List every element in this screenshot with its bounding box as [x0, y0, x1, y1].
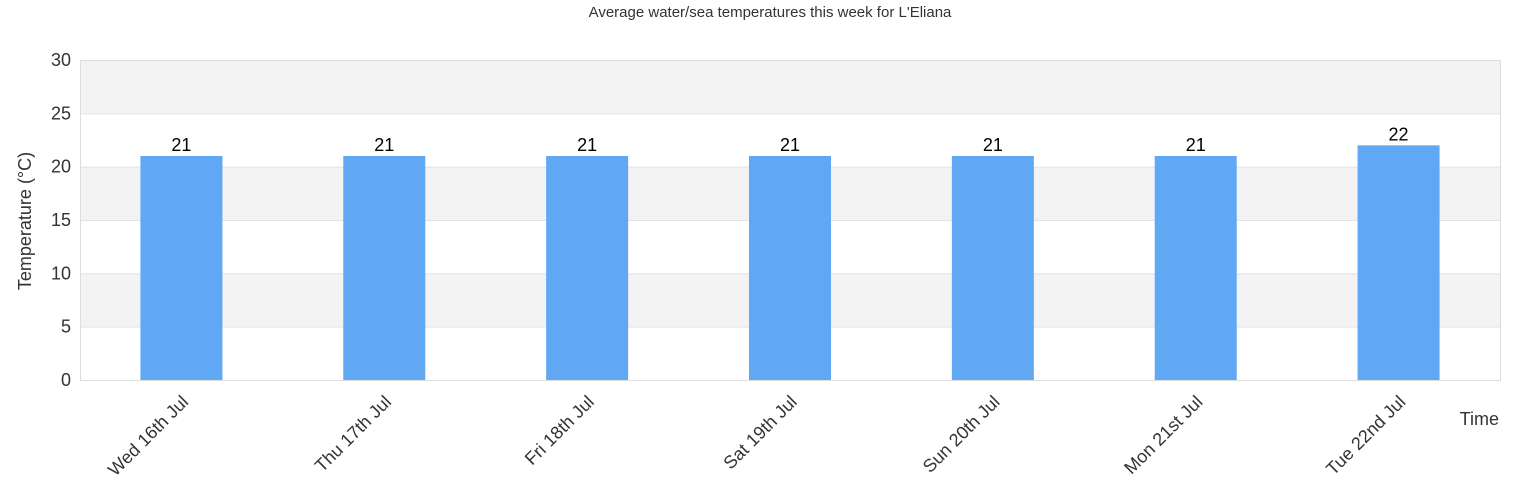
chart-title: Average water/sea temperatures this week…: [589, 4, 952, 21]
x-axis-title: Time: [1460, 409, 1499, 429]
x-tick-label: Sun 20th Jul: [919, 392, 1004, 477]
x-tick-label: Sat 19th Jul: [719, 392, 800, 473]
y-tick-label: 30: [51, 50, 71, 70]
plot-area-border: [80, 60, 1501, 381]
bar[interactable]: [749, 156, 831, 380]
x-tick-label: Fri 18th Jul: [521, 392, 598, 469]
bar[interactable]: [343, 156, 426, 380]
x-tick-label: Mon 21st Jul: [1120, 392, 1206, 478]
bar[interactable]: [1357, 145, 1440, 380]
y-tick-label: 5: [61, 317, 71, 337]
y-tick-label: 25: [51, 103, 71, 123]
y-axis-title: Temperature (°C): [15, 152, 35, 290]
y-axis-ticks: 0 5 10 15 20 25 30: [51, 50, 71, 390]
data-label: 21: [983, 135, 1003, 155]
data-label: 21: [374, 135, 394, 155]
x-tick-label: Thu 17th Jul: [311, 392, 395, 476]
data-label: 21: [780, 135, 800, 155]
y-tick-label: 15: [51, 210, 71, 230]
data-label: 21: [1186, 135, 1206, 155]
x-tick-label: Wed 16th Jul: [104, 392, 192, 480]
y-tick-label: 0: [61, 370, 71, 390]
bar[interactable]: [546, 156, 629, 380]
y-tick-label: 20: [51, 157, 71, 177]
bar[interactable]: [951, 156, 1034, 380]
data-labels: 21 21 21 21 21 21 22: [171, 124, 1408, 155]
x-axis-ticks: Wed 16th Jul Thu 17th Jul Fri 18th Jul Sat …: [104, 392, 1409, 480]
x-tick-label: Tue 22nd Jul: [1322, 392, 1409, 479]
data-label: 21: [171, 135, 191, 155]
bars: [140, 145, 1440, 380]
data-label: 21: [577, 135, 597, 155]
bar[interactable]: [1154, 156, 1237, 380]
y-tick-label: 10: [51, 263, 71, 283]
plot-band: [80, 60, 1500, 114]
data-label: 22: [1389, 124, 1409, 144]
bar[interactable]: [140, 156, 223, 380]
